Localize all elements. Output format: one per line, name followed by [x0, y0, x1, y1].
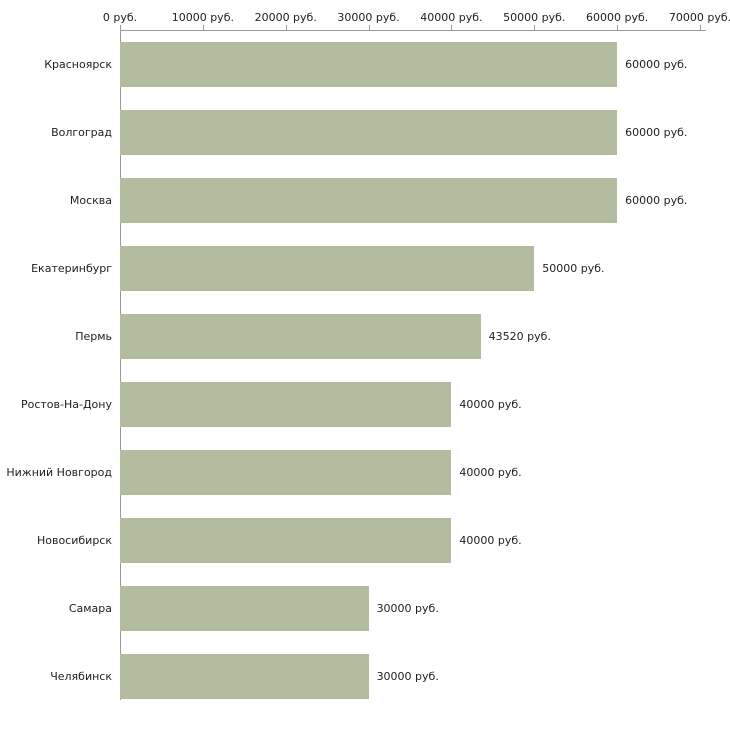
x-axis-tick-label: 70000 руб. — [668, 11, 730, 24]
value-label: 60000 руб. — [625, 193, 688, 207]
category-label: Екатеринбург — [31, 261, 112, 275]
chart-row: Красноярск 60000 руб. — [0, 30, 730, 98]
value-label: 30000 руб. — [376, 601, 439, 615]
x-axis-line — [120, 30, 706, 31]
x-axis-tick — [534, 25, 536, 30]
bar — [120, 313, 481, 359]
chart-row: Волгоград 60000 руб. — [0, 98, 730, 166]
chart-row: Челябинск 30000 руб. — [0, 642, 730, 710]
bar — [120, 653, 369, 699]
category-label: Нижний Новгород — [6, 465, 112, 479]
chart-rows: Красноярск 60000 руб. Волгоград 60000 руб. М… — [0, 30, 730, 710]
bar — [120, 41, 618, 87]
value-label: 40000 руб. — [459, 465, 522, 479]
x-axis-tick-label: 20000 руб. — [254, 11, 317, 24]
category-label: Пермь — [75, 329, 112, 343]
category-label: Москва — [69, 193, 112, 207]
x-axis-tick-label: 40000 руб. — [420, 11, 483, 24]
bar — [120, 109, 618, 155]
y-axis-line — [120, 30, 121, 700]
bar — [120, 381, 452, 427]
x-axis-tick — [451, 25, 453, 30]
bar — [120, 177, 618, 223]
value-label: 43520 руб. — [488, 329, 551, 343]
value-label: 40000 руб. — [459, 533, 522, 547]
value-label: 50000 руб. — [542, 261, 605, 275]
chart-row: Нижний Новгород 40000 руб. — [0, 438, 730, 506]
x-axis-tick-label: 30000 руб. — [337, 11, 400, 24]
bar — [120, 449, 452, 495]
value-label: 30000 руб. — [376, 669, 439, 683]
x-axis-tick — [202, 25, 204, 30]
value-label: 60000 руб. — [625, 57, 688, 71]
x-axis-tick — [617, 25, 619, 30]
category-label: Самара — [68, 601, 112, 615]
x-axis-tick — [120, 25, 121, 30]
category-label: Челябинск — [50, 669, 112, 683]
x-axis-tick-label: 10000 руб. — [171, 11, 234, 24]
bar — [120, 517, 452, 563]
chart-row: Ростов-На-Дону 40000 руб. — [0, 370, 730, 438]
x-axis-tick — [285, 25, 287, 30]
bar — [120, 245, 535, 291]
chart-row: Новосибирск 40000 руб. — [0, 506, 730, 574]
x-axis-tick — [700, 25, 701, 30]
chart-row: Самара 30000 руб. — [0, 574, 730, 642]
chart-row: Пермь 43520 руб. — [0, 302, 730, 370]
category-label: Ростов-На-Дону — [20, 397, 112, 411]
value-label: 60000 руб. — [625, 125, 688, 139]
chart-row: Москва 60000 руб. — [0, 166, 730, 234]
bar — [120, 585, 369, 631]
x-axis-tick-label: 0 руб. — [102, 11, 138, 24]
value-label: 40000 руб. — [459, 397, 522, 411]
category-label: Новосибирск — [36, 533, 112, 547]
category-label: Волгоград — [51, 125, 112, 139]
x-axis-tick-label: 60000 руб. — [586, 11, 649, 24]
chart-row: Екатеринбург 50000 руб. — [0, 234, 730, 302]
x-axis-tick-label: 50000 руб. — [503, 11, 566, 24]
category-label: Красноярск — [44, 57, 112, 71]
x-axis-tick — [368, 25, 370, 30]
